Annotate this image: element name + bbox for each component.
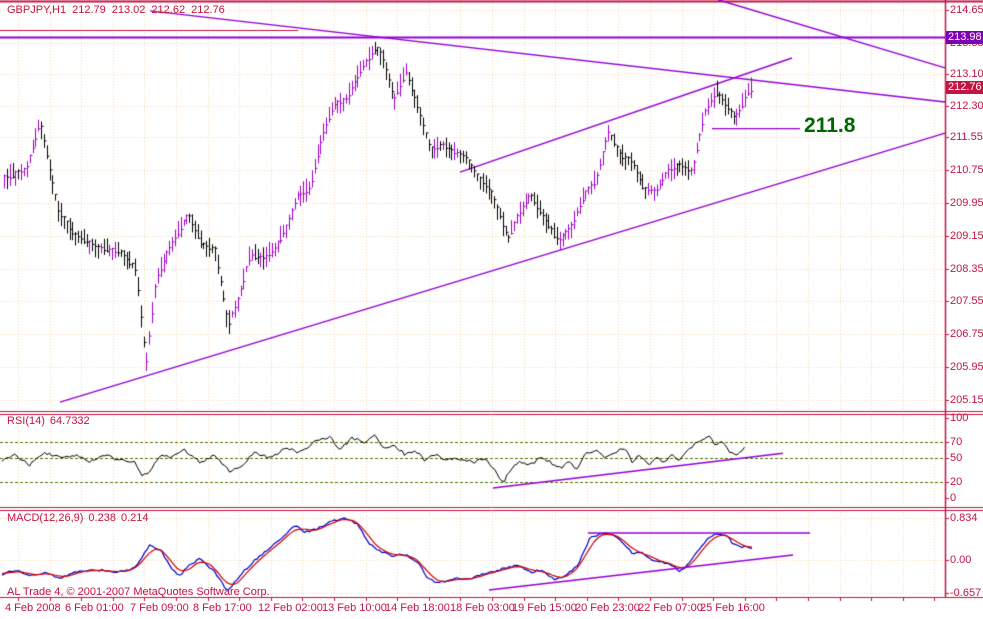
rsi-name: RSI(14) [7,415,45,427]
rsi-axis-label: 70 [950,436,963,448]
ohlc-low: 212.62 [151,4,186,16]
chart-title: GBPJPY,H1 212.79 213.02 212.62 212.76 [7,4,231,16]
time-axis-label: 6 Feb 01:00 [65,602,124,614]
macd-value: 0.238 [88,512,116,524]
macd-axis-label: 0.834 [950,512,978,524]
time-axis-label: 18 Feb 03:00 [450,602,515,614]
ohlc-open: 212.79 [72,4,106,16]
time-axis-label: 4 Feb 2008 [5,602,61,614]
rsi-value: 64.7332 [49,415,90,427]
price-axis-label: 205.95 [950,361,983,373]
time-axis-label: 7 Feb 09:00 [130,602,189,614]
price-axis-label: 208.35 [950,263,983,275]
time-axis-label: 25 Feb 16:00 [700,602,765,614]
copyright-text: AL Trade 4, © 2001-2007 MetaQuotes Softw… [7,586,270,598]
price-axis-label: 205.15 [950,394,983,406]
time-axis-label: 22 Feb 07:00 [638,602,703,614]
price-axis-label: 213.10 [950,68,983,80]
macd-axis-label: 0.00 [950,554,972,566]
rsi-axis-label: 100 [950,412,969,424]
time-axis-label: 8 Feb 17:00 [193,602,252,614]
price-annotation: 211.8 [804,114,856,137]
macd-axis-label: -0.657 [950,587,982,599]
rsi-axis-label: 20 [950,476,963,488]
price-axis-label: 210.75 [950,164,983,176]
symbol-timeframe: GBPJPY,H1 [7,4,67,16]
macd-name: MACD(12,26,9) [7,512,84,524]
time-axis-label: 14 Feb 18:00 [385,602,450,614]
ohlc-close: 212.76 [191,4,225,16]
hline-price-box: 213.98 [946,31,983,44]
time-axis-label: 13 Feb 10:00 [322,602,387,614]
price-axis-label: 206.75 [950,328,983,340]
price-axis-label: 211.55 [950,131,983,143]
rsi-indicator-label: RSI(14) 64.7332 [7,415,95,427]
macd-indicator-label: MACD(12,26,9) 0.238 0.214 [7,512,153,524]
time-axis-label: 12 Feb 02:00 [258,602,323,614]
current-price-box: 212.76 [946,81,983,94]
time-axis-label: 20 Feb 23:00 [575,602,640,614]
macd-signal-value: 0.214 [120,512,149,524]
rsi-axis-label: 50 [950,452,963,464]
price-axis-label: 214.65 [950,4,983,16]
time-axis-label: 19 Feb 15:00 [512,602,577,614]
rsi-axis-label: 0 [950,492,957,504]
price-axis-label: 207.55 [950,295,983,307]
price-axis-label: 209.15 [950,230,983,242]
price-axis-label: 209.95 [950,197,983,209]
price-axis-label: 212.30 [950,100,983,112]
ohlc-high: 213.02 [111,4,146,16]
